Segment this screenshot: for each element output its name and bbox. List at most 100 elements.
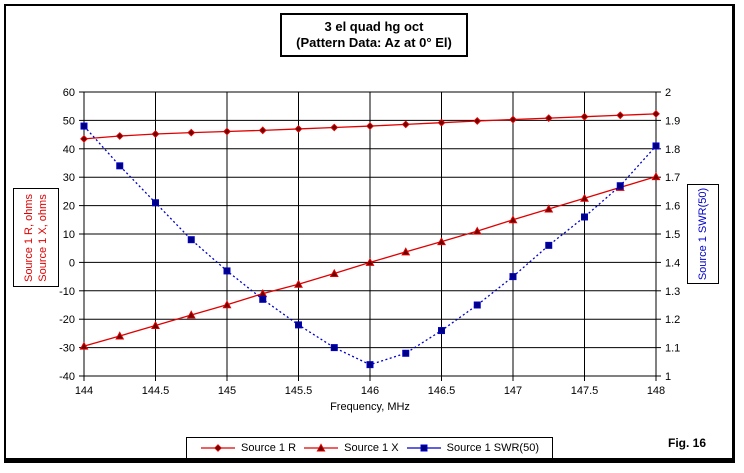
legend-entry-source-1-x: Source 1 X <box>303 442 399 454</box>
triangle-marker <box>472 226 482 235</box>
square-marker <box>473 301 481 309</box>
x-axis-tick-label: 148 <box>647 385 665 397</box>
triangle-marker <box>79 341 89 350</box>
triangle-marker <box>115 331 125 340</box>
triangle-marker <box>294 279 303 288</box>
square-marker <box>80 122 88 130</box>
square-marker <box>116 162 124 170</box>
right-axis-tick-label: 1.5 <box>665 229 680 241</box>
plot-title-line1: 3 el quad hg oct <box>324 19 424 34</box>
x-axis-tick-label: 146.5 <box>428 385 456 397</box>
x-axis-tick-label: 147 <box>504 385 522 397</box>
window-frame <box>4 4 735 463</box>
diamond-marker <box>473 117 482 125</box>
square-marker <box>509 273 517 281</box>
legend-label: Source 1 X <box>344 442 399 454</box>
x-axis-tick-label: 146 <box>361 385 379 397</box>
series-source-1-swr-50- <box>80 122 660 369</box>
gridlines <box>79 91 661 381</box>
right-axis-tick-label: 1.3 <box>665 286 680 298</box>
diamond-marker <box>330 123 339 132</box>
legend-swatch <box>406 444 441 452</box>
square-marker <box>438 327 445 335</box>
square-marker <box>545 241 553 249</box>
x-axis-tick-label: 145 <box>218 385 236 397</box>
square-marker <box>330 344 338 352</box>
triangle-marker <box>401 247 411 256</box>
left-axis-tick-label: 40 <box>63 144 75 156</box>
figure-number-label: Fig. 16 <box>668 436 707 450</box>
diamond-marker <box>115 132 124 140</box>
left-axis-tick-label: 0 <box>69 257 75 269</box>
diamond-marker <box>401 120 410 129</box>
square-marker <box>259 295 267 303</box>
left-axis-tick-label: 10 <box>63 229 75 241</box>
triangle-marker <box>544 204 554 213</box>
left-axis-tick-label: 50 <box>63 115 75 127</box>
triangle-marker <box>365 257 375 266</box>
legend-label: Source 1 SWR(50) <box>446 442 539 454</box>
diamond-marker <box>258 126 267 135</box>
triangle-marker <box>508 215 518 224</box>
right-axis-tick-label: 1.6 <box>665 201 680 213</box>
diamond-marker <box>652 109 660 118</box>
left-axis-tick-label: -10 <box>59 286 75 298</box>
square-marker <box>295 321 302 329</box>
square-marker <box>581 213 588 221</box>
triangle-marker <box>222 300 232 309</box>
x-axis-tick-label: 144 <box>75 385 93 397</box>
square-marker <box>223 267 231 275</box>
right-axis-tick-label: 1.7 <box>665 172 680 184</box>
square-marker <box>420 444 428 452</box>
x-axis-tick-label: 144.5 <box>142 385 170 397</box>
right-axis-tick-label: 1.4 <box>665 257 680 269</box>
left-axis-tick-label: 30 <box>63 172 75 184</box>
triangle-marker <box>580 193 589 202</box>
plot-title-line2: (Pattern Data: Az at 0° El) <box>296 35 452 50</box>
right-axis-tick-label: 1 <box>665 371 671 383</box>
right-axis-tick-label: 1.1 <box>665 343 680 355</box>
diamond-marker <box>437 118 446 127</box>
diamond-marker <box>214 444 222 452</box>
left-axis-tick-label: -20 <box>59 314 75 326</box>
triangle-marker <box>151 320 160 329</box>
left-axis-label-r: Source 1 R, ohms <box>23 193 36 282</box>
legend-label: Source 1 R <box>241 442 297 454</box>
x-axis-tick-label: 147.5 <box>571 385 599 397</box>
left-axis-label-x: Source 1 X, ohms <box>37 193 50 282</box>
left-axis-tick-label: -30 <box>59 343 75 355</box>
square-marker <box>652 142 660 150</box>
triangle-marker <box>186 310 196 319</box>
diamond-marker <box>366 122 374 130</box>
legend-entry-source-1-swr-50-: Source 1 SWR(50) <box>406 442 539 454</box>
legend-entry-source-1-r: Source 1 R <box>200 442 296 454</box>
x-axis-title: Frequency, MHz <box>330 401 410 413</box>
right-axis-tick-label: 1.9 <box>665 115 680 127</box>
square-marker <box>152 199 159 207</box>
right-axis-tick-label: 1.8 <box>665 144 680 156</box>
diamond-marker <box>616 111 625 120</box>
plot-border <box>83 91 657 377</box>
diamond-marker <box>580 112 589 121</box>
left-axis-tick-label: -40 <box>59 371 75 383</box>
diamond-marker <box>151 130 160 138</box>
triangle-marker <box>437 237 446 246</box>
legend-box: Source 1 R Source 1 X Source 1 SWR(50) <box>186 437 553 459</box>
diamond-marker <box>223 127 231 136</box>
diamond-marker <box>80 134 88 143</box>
triangle-marker <box>329 268 339 277</box>
square-marker <box>402 349 410 357</box>
right-axis-label: Source 1 SWR(50) <box>697 187 709 281</box>
square-marker <box>616 182 624 190</box>
square-marker <box>366 361 374 369</box>
legend-swatch <box>201 444 235 452</box>
diamond-marker <box>187 128 196 137</box>
left-axis-label-box: Source 1 R, ohms Source 1 X, ohms <box>13 188 59 287</box>
left-axis-tick-label: 60 <box>63 87 75 99</box>
legend-swatch <box>304 443 339 452</box>
diamond-marker <box>294 125 303 133</box>
series-source-1-r <box>80 109 660 143</box>
right-axis-tick-label: 1.2 <box>665 314 680 326</box>
